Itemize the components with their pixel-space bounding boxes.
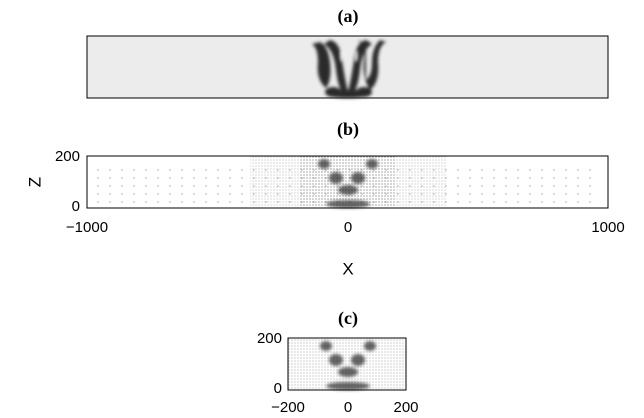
panel-c-image [288,338,406,390]
x-tick-label: 0 [344,219,352,236]
x-tick-label: −1000 [66,219,108,236]
y-tick-label: 200 [55,148,80,165]
y-tick-label: 200 [257,330,282,347]
figure: (a) (b) 200 0 −100 [0,0,644,418]
x-tick-label: 200 [393,399,418,416]
x-tick-label: 0 [344,399,352,416]
panel-a-image [87,36,608,98]
x-tick-label: −200 [271,399,305,416]
x-axis-label: X [342,259,353,278]
y-tick-label: 0 [72,198,80,215]
y-tick-label: 0 [274,380,282,397]
panel-b-image [87,156,608,208]
y-axis-label: Z [25,177,44,187]
panel-label: (b) [337,119,359,140]
panel-label: (a) [338,6,359,27]
panel-label: (c) [338,308,358,329]
x-tick-label: 1000 [591,219,624,236]
